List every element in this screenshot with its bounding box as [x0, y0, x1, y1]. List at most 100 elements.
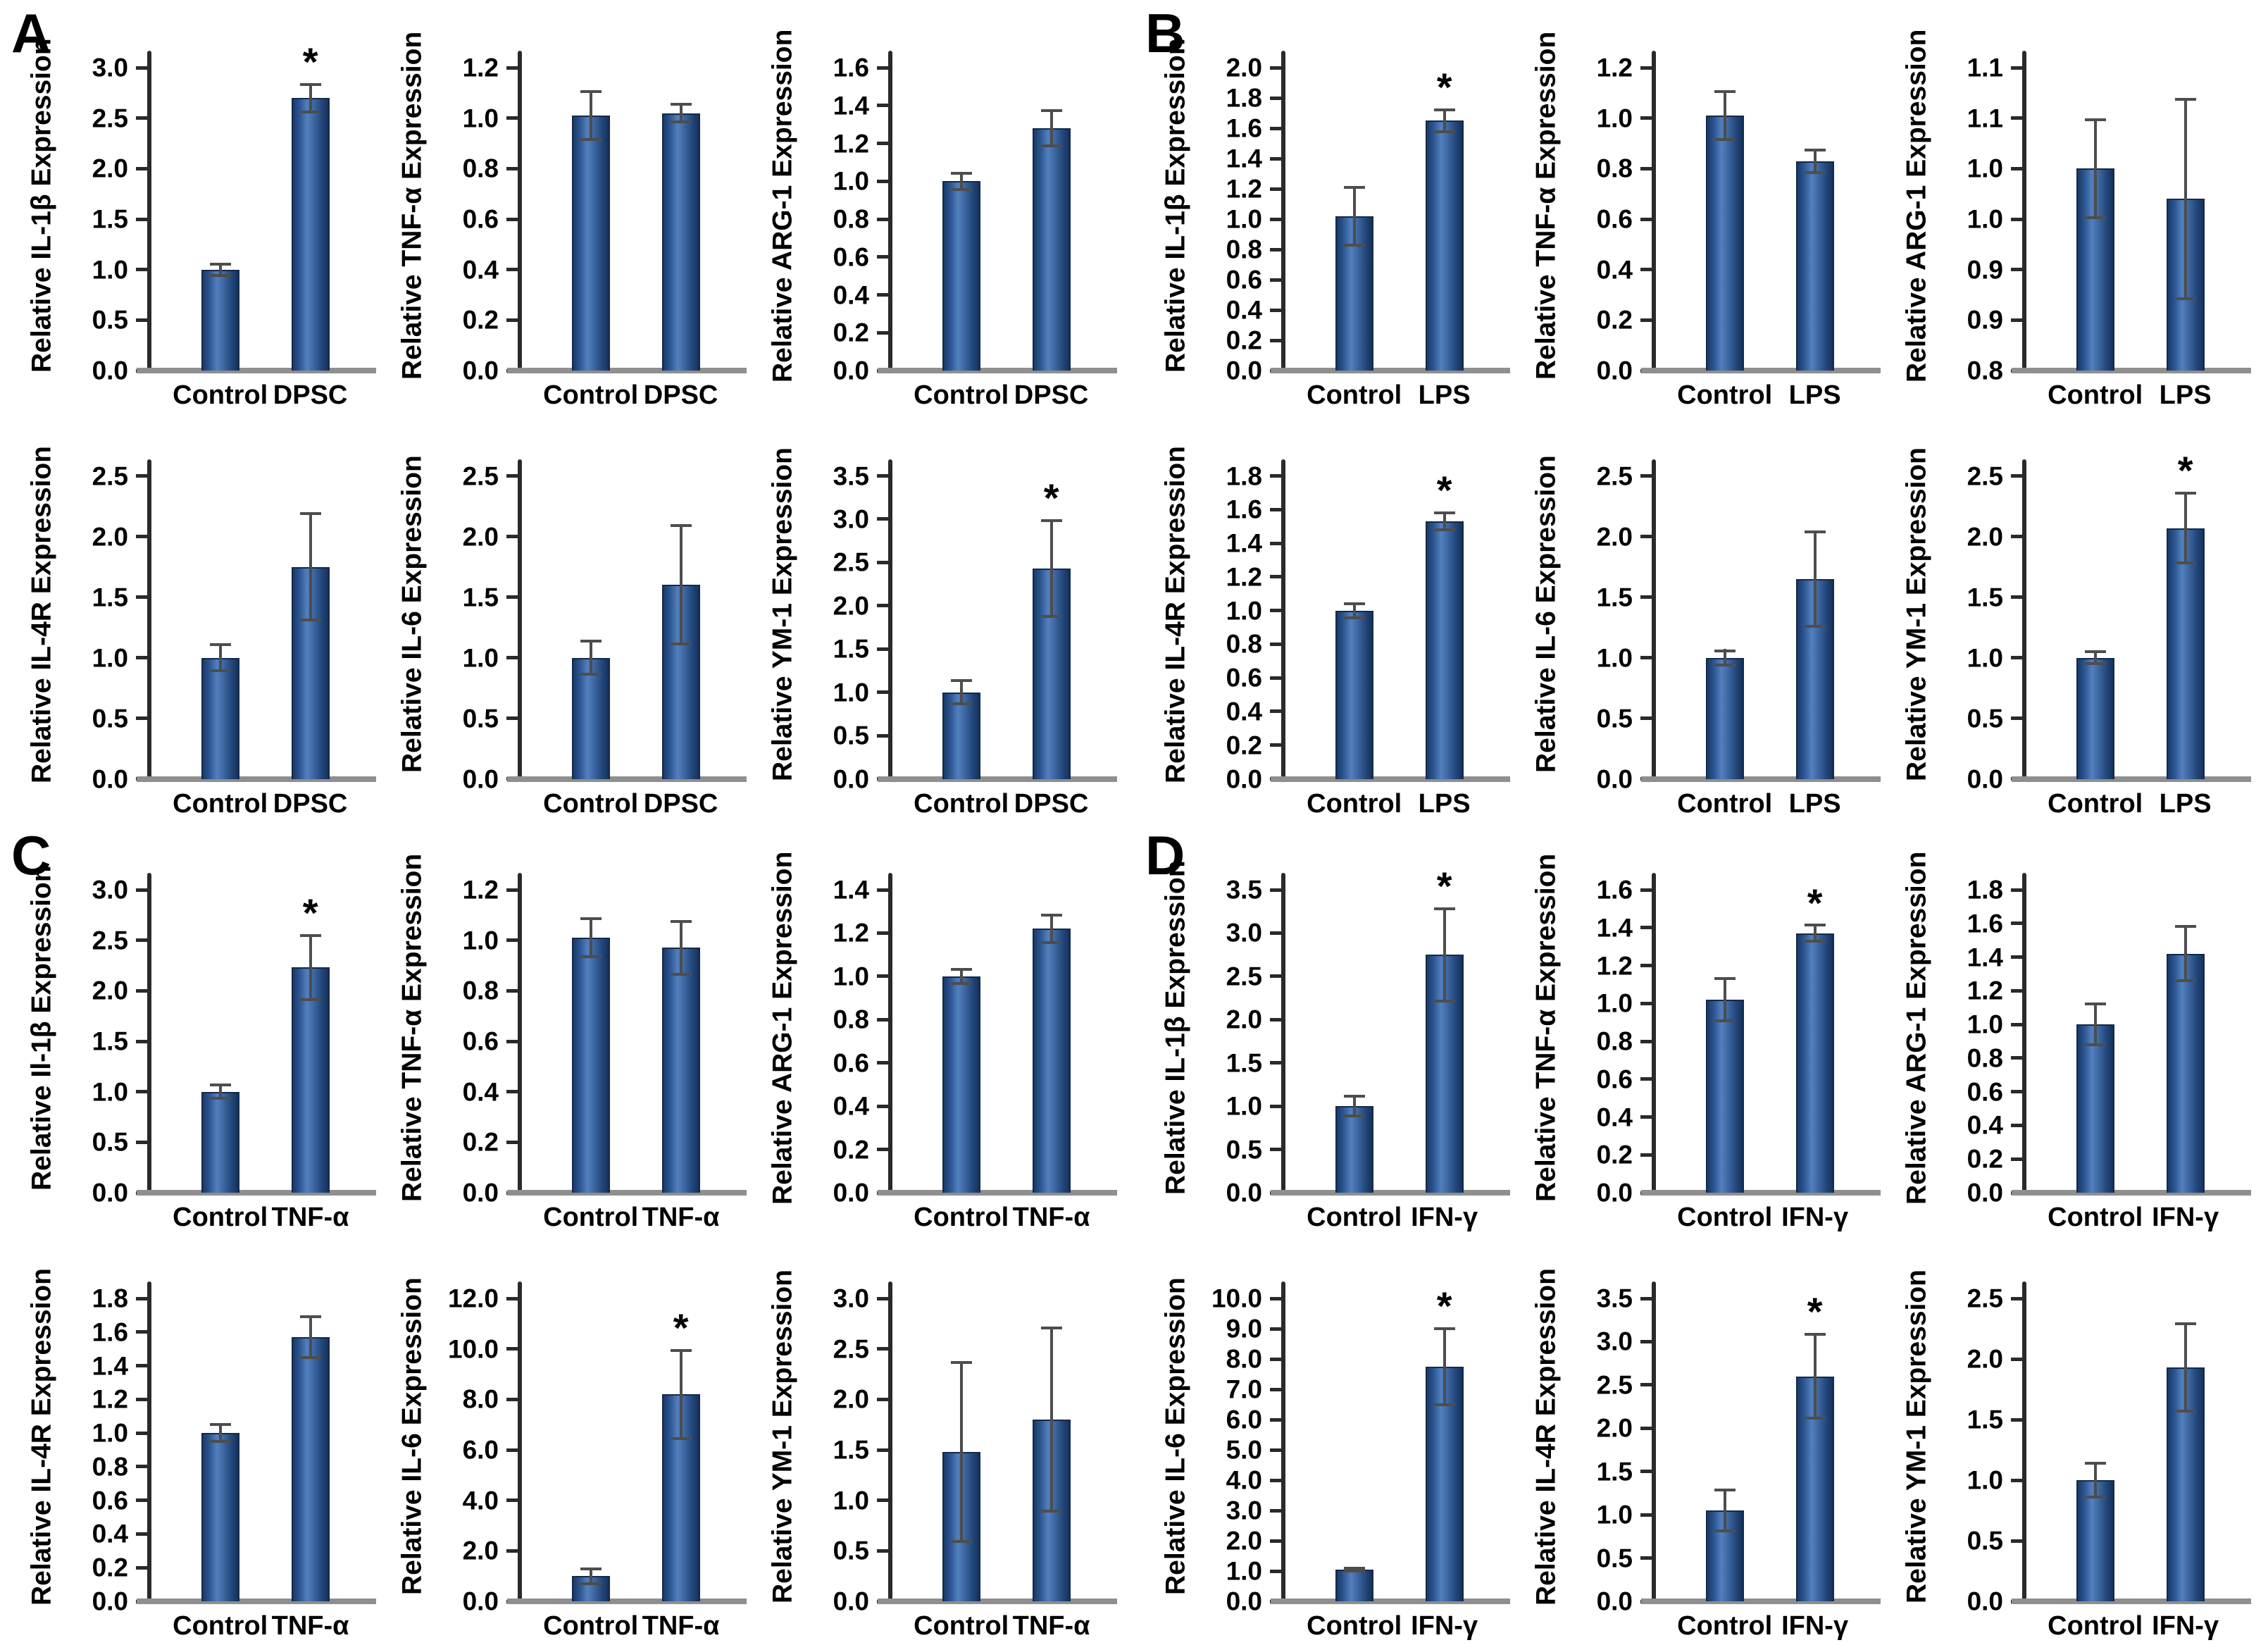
- y-axis-tick: [1640, 116, 1652, 120]
- y-tick-label: 1.2: [462, 875, 499, 905]
- error-bar-cap-top: [2084, 1002, 2106, 1006]
- y-tick-label: 1.1: [1967, 104, 2003, 133]
- y-tick-label: 1.0: [1967, 204, 2003, 234]
- panel-label: A: [11, 2, 51, 64]
- error-bar: [679, 1348, 683, 1440]
- y-tick-label: 0.4: [92, 1519, 128, 1548]
- y-tick-label: 0.0: [833, 1587, 869, 1616]
- y-tick-label: 0.2: [1967, 1144, 2003, 1174]
- error-bar-cap-bottom: [209, 273, 231, 277]
- expression-chart: Relative IL-6 Expression 0.0 0.5 1.0 1.5 2.0 2…: [390, 414, 761, 823]
- y-tick-label: 2.5: [833, 1334, 869, 1364]
- x-category-label: Control: [173, 1611, 268, 1641]
- y-axis-tick: [1640, 1115, 1652, 1119]
- y-tick-label: 1.5: [833, 634, 869, 664]
- plot-area: 0.0 0.5 1.0 1.5 2.0 2.5 Control DPSC: [92, 459, 376, 817]
- y-axis-tick: [1270, 507, 1281, 511]
- error-bar: [218, 643, 222, 673]
- y-axis-tick: [506, 1347, 518, 1351]
- plot-area: 0.0 0.5 1.0 1.5 2.0 2.5 3.0 Control * TNF-α: [92, 873, 376, 1231]
- error-bar-cap-top: [1040, 519, 1062, 522]
- y-axis-tick: [1270, 1148, 1281, 1152]
- y-axis-tick: [877, 1104, 888, 1108]
- error-bar: [218, 1422, 222, 1444]
- bar-ifn-γ: [1425, 1366, 1464, 1601]
- y-tick-label: 3.0: [92, 53, 128, 82]
- error-bar-cap-bottom: [1040, 1509, 1062, 1513]
- error-bar: [1813, 530, 1817, 628]
- y-axis-tick: [136, 988, 147, 993]
- y-tick-label: 0.0: [92, 764, 128, 793]
- y-tick-label: 10.0: [447, 1334, 499, 1364]
- error-bar-cap-bottom: [1433, 1403, 1455, 1406]
- panel-D: D Relative IL-1β Expression 0.0 0.5 1.0 1.5 2.…: [1134, 822, 2268, 1645]
- y-axis-tick: [1270, 1104, 1281, 1108]
- error-bar: [1352, 602, 1356, 619]
- y-tick-label: 1.0: [462, 926, 499, 955]
- error-bar-cap-top: [1343, 1566, 1365, 1570]
- y-tick-label: 1.0: [833, 166, 869, 196]
- y-axis-tick: [1270, 308, 1281, 312]
- y-tick-label: 1.4: [833, 875, 869, 905]
- y-axis-tick: [136, 1330, 147, 1334]
- y-axis-tick: [877, 1296, 888, 1301]
- x-category-label: DPSC: [273, 380, 348, 410]
- x-category-label: Control: [914, 380, 1009, 410]
- y-axis-tick: [136, 166, 147, 170]
- significance-star: *: [1436, 1284, 1452, 1329]
- y-axis-tick: [2011, 318, 2022, 322]
- y-tick-label: 0.6: [833, 242, 869, 272]
- y-axis-tick: [136, 1465, 147, 1469]
- x-category-label: Control: [1677, 380, 1773, 410]
- error-bar-cap-top: [209, 643, 231, 646]
- x-axis: [507, 776, 747, 782]
- x-category-label: Control: [543, 788, 639, 819]
- y-axis: [888, 459, 892, 779]
- x-category-label: LPS: [2159, 380, 2212, 410]
- y-axis-tick: [136, 1498, 147, 1503]
- y-axis: [518, 51, 522, 371]
- y-tick-label: 1.5: [1967, 583, 2003, 612]
- plot-area: 0.0 0.2 0.4 0.6 0.8 1.0 1.2 1.4 1.6 1.8 2.0 Control…: [1226, 51, 1510, 409]
- error-bar-cap-bottom: [580, 1582, 602, 1585]
- y-axis-tick: [877, 142, 888, 145]
- y-axis-tick: [1270, 338, 1281, 342]
- error-bar-cap-bottom: [1433, 528, 1455, 532]
- error-bar-cap-top: [209, 1422, 231, 1426]
- y-tick-label: 0.0: [92, 1178, 128, 1208]
- y-tick-label: 1.5: [92, 583, 128, 612]
- y-tick-label: 0.8: [1967, 1043, 2003, 1073]
- y-tick-label: 2.0: [833, 1384, 869, 1414]
- y-tick-label: 1.8: [1967, 875, 2003, 905]
- y-tick-label: 0.6: [462, 1026, 499, 1056]
- y-axis-tick: [1270, 1478, 1281, 1482]
- error-bar-cap-top: [1433, 108, 1455, 112]
- y-tick-label: 6.0: [462, 1435, 499, 1465]
- y-axis-tick: [2011, 716, 2022, 720]
- y-tick-label: 1.2: [833, 918, 869, 948]
- y-tick-label: 0.0: [833, 764, 869, 793]
- error-bar: [1049, 913, 1053, 944]
- error-bar-cap-bottom: [2084, 662, 2106, 665]
- error-bar: [679, 920, 683, 976]
- significance-star: *: [673, 1305, 689, 1350]
- y-tick-label: 0.2: [1596, 1140, 1633, 1169]
- y-tick-label: 0.8: [1596, 154, 1633, 183]
- y-tick-label: 1.6: [833, 53, 869, 82]
- x-category-label: IFN-γ: [2152, 1611, 2219, 1641]
- y-axis-tick: [877, 1347, 888, 1351]
- y-tick-label: 0.8: [1226, 235, 1262, 264]
- y-axis-tick: [1640, 1153, 1652, 1157]
- error-bar-cap-top: [2084, 650, 2106, 654]
- y-tick-label: 0.0: [1596, 1178, 1633, 1208]
- x-axis: [878, 368, 1117, 373]
- y-axis-tick: [136, 938, 147, 943]
- y-tick-label: 0.8: [1967, 356, 2003, 385]
- x-axis: [137, 776, 376, 782]
- y-tick-label: 0.6: [1226, 265, 1262, 294]
- y-axis-tick: [1640, 964, 1652, 967]
- x-category-label: Control: [2048, 1611, 2143, 1641]
- x-category-label: DPSC: [643, 788, 718, 819]
- y-tick-label: 2.0: [1596, 522, 1633, 551]
- bar-control: [571, 938, 610, 1193]
